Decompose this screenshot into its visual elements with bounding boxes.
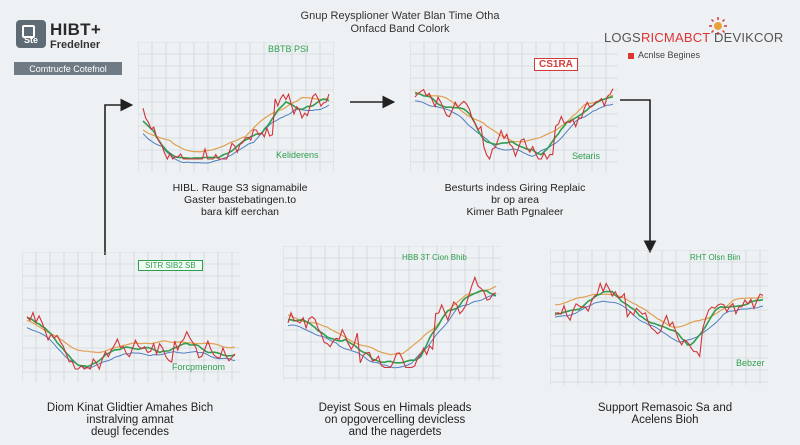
chart-4-caption-line3: and the nagerdets bbox=[348, 426, 442, 438]
chart-5 bbox=[550, 250, 768, 385]
arrow-up-left bbox=[104, 98, 134, 255]
chart-4-top-label: HBB 3T Cion Bhib bbox=[402, 253, 467, 262]
upper-band-line bbox=[142, 96, 330, 153]
title-line2: Onfacd Band Colork bbox=[350, 23, 450, 35]
chart-3 bbox=[22, 252, 240, 382]
brand-subtitle-text: Acnlse Begines bbox=[638, 50, 701, 60]
chart-5-caption-line2: Acelens Bioh bbox=[631, 414, 699, 426]
chart-4-caption-line1: Deyist Sous en Himals pleads bbox=[318, 402, 472, 414]
chart-3-caption-line1: Diom Kinat Glidtier Amahes Bich bbox=[46, 402, 214, 414]
logo-name-line1: HIBT+ bbox=[50, 20, 102, 39]
brand-name-part1: LOGS bbox=[604, 30, 641, 45]
logo-name-line2: Fredelner bbox=[50, 39, 101, 51]
chart-5-top-label: RHT Olsn Biin bbox=[690, 253, 741, 262]
upper-band-line bbox=[414, 91, 614, 143]
chart-1-caption-line3: bara kiff eerchan bbox=[200, 206, 280, 218]
price-line bbox=[26, 310, 236, 371]
logo-bar: Comtrucfe Cotefnol bbox=[14, 62, 122, 75]
brand-name-part3: DEVIKCOR bbox=[714, 30, 784, 45]
lower-band-line bbox=[414, 100, 614, 157]
logo-square-icon bbox=[22, 25, 35, 38]
chart-grid bbox=[550, 250, 768, 385]
brand-dot-icon bbox=[628, 52, 634, 59]
chart-2 bbox=[410, 42, 618, 172]
chart-4 bbox=[283, 246, 501, 381]
chart-4-caption-line2: on opgovercelling devicless bbox=[324, 414, 466, 426]
moving-average-line bbox=[287, 289, 497, 364]
price-line bbox=[554, 281, 764, 359]
chart-1-caption-line1: HIBL. Rauge S3 signamabile bbox=[172, 182, 308, 194]
chart-5-bottom-label: Bebzer bbox=[736, 358, 765, 368]
logo-tile-text: Ste bbox=[23, 35, 38, 45]
chart-grid bbox=[22, 252, 240, 382]
chart-grid bbox=[283, 246, 501, 381]
chart-2-caption-line2: br op area bbox=[491, 194, 539, 206]
brand-subtitle: Acnlse Begines bbox=[628, 50, 700, 60]
upper-band-line bbox=[26, 319, 236, 354]
chart-3-caption-line2: instralving amnat bbox=[86, 414, 174, 426]
title-line1: Gnup Reysplioner Water Blan Time Otha bbox=[300, 10, 500, 22]
chart-1-caption-line2: Gaster bastebatingen.to bbox=[183, 194, 297, 206]
chart-5-caption: Support Remasoic Sa and Acelens Bioh bbox=[545, 402, 785, 426]
upper-band-line bbox=[287, 285, 497, 356]
diagram-title: Gnup Reysplioner Water Blan Time Otha On… bbox=[230, 10, 570, 36]
chart-2-box-label: CS1RA bbox=[534, 58, 578, 71]
brand-logo: LOGSRICMABCT DEVIKCOR Acnlse Begines bbox=[604, 17, 792, 66]
sun-icon bbox=[709, 17, 727, 35]
chart-2-caption: Besturts indess Giring Replaic br op are… bbox=[400, 182, 630, 218]
brand-name-part2: RICMABCT bbox=[640, 30, 711, 45]
price-line bbox=[414, 88, 614, 161]
chart-1-top-label: BBTB PSI bbox=[268, 44, 309, 54]
chart-1-caption: HIBL. Rauge S3 signamabile Gaster basteb… bbox=[130, 182, 350, 218]
logo-tile: Ste bbox=[16, 20, 46, 48]
moving-average-line bbox=[415, 92, 614, 156]
chart-3-bottom-label: Forcpmenom bbox=[172, 362, 226, 372]
chart-2-bottom-label: Setaris bbox=[572, 151, 601, 161]
price-line bbox=[142, 92, 330, 161]
chart-3-caption-line3: deugl fecendes bbox=[90, 426, 169, 438]
brand-name: LOGSRICMABCT DEVIKCOR bbox=[604, 30, 784, 45]
company-logo: Ste HIBT+ Fredelner Comtrucfe Cotefnol bbox=[12, 12, 124, 76]
chart-2-caption-line3: Kimer Bath Pgnaleer bbox=[466, 206, 564, 218]
chart-1 bbox=[138, 42, 334, 172]
upper-band-line bbox=[554, 293, 764, 328]
price-line bbox=[287, 275, 497, 369]
chart-2-caption-line1: Besturts indess Giring Replaic bbox=[444, 182, 586, 194]
chart-3-box-label: SITR SIB2 SB bbox=[138, 260, 203, 271]
chart-3-caption: Diom Kinat Glidtier Amahes Bich instralv… bbox=[10, 402, 250, 438]
arrow-down-right bbox=[620, 99, 657, 254]
chart-5-caption-line1: Support Remasoic Sa and bbox=[597, 402, 733, 414]
moving-average-line bbox=[26, 316, 236, 368]
chart-1-bottom-label: Keliderens bbox=[276, 150, 319, 160]
chart-4-caption: Deyist Sous en Himals pleads on opgoverc… bbox=[275, 402, 515, 438]
moving-average-line bbox=[554, 290, 764, 346]
